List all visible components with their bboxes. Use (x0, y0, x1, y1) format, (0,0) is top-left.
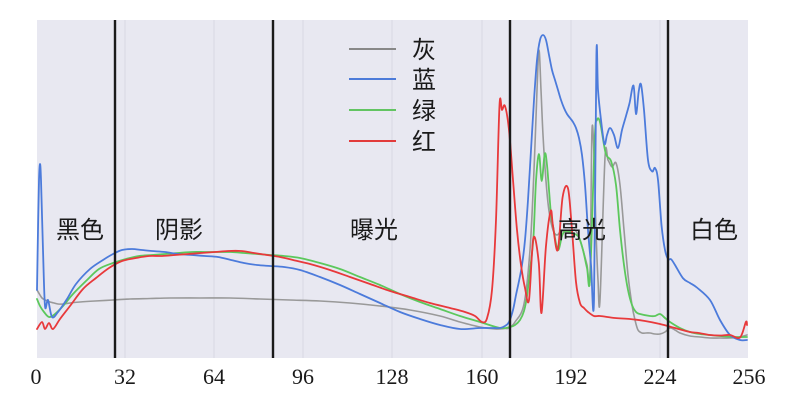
svg-text:黑色: 黑色 (56, 217, 104, 244)
svg-text:蓝: 蓝 (412, 67, 436, 94)
svg-text:红: 红 (412, 129, 436, 156)
svg-text:白色: 白色 (690, 217, 738, 244)
svg-text:192: 192 (555, 364, 588, 389)
svg-text:灰: 灰 (412, 37, 436, 64)
svg-text:绿: 绿 (412, 98, 436, 125)
svg-text:160: 160 (466, 364, 499, 389)
svg-text:64: 64 (203, 364, 225, 389)
svg-text:32: 32 (114, 364, 136, 389)
svg-text:阴影: 阴影 (155, 217, 203, 244)
svg-text:曝光: 曝光 (350, 217, 398, 244)
svg-text:128: 128 (376, 364, 409, 389)
svg-text:224: 224 (644, 364, 677, 389)
svg-text:256: 256 (733, 364, 766, 389)
svg-text:高光: 高光 (558, 217, 606, 244)
svg-text:0: 0 (31, 364, 42, 389)
svg-text:96: 96 (292, 364, 314, 389)
